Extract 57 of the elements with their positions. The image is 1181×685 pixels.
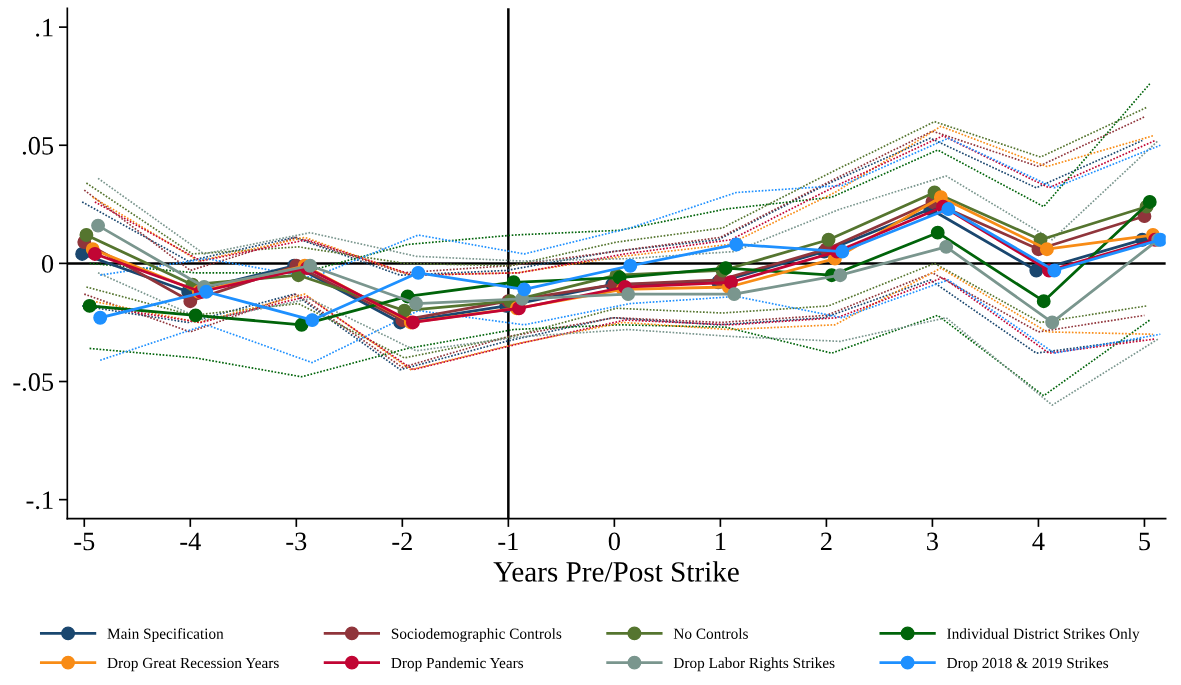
point: [1047, 263, 1062, 278]
legend-label: Individual District Strikes Only: [947, 628, 1140, 643]
point: [82, 298, 97, 313]
point: [727, 287, 742, 302]
point: [835, 244, 850, 259]
x-tick-label: 3: [927, 532, 938, 551]
point: [1036, 294, 1051, 309]
legend-label: Drop Pandemic Years: [391, 657, 524, 672]
x-axis-title: Years Pre/Post Strike: [493, 561, 739, 582]
x-tick-label: 0: [608, 532, 620, 551]
point: [1039, 242, 1054, 257]
point: [303, 258, 318, 273]
point: [1045, 315, 1060, 330]
point: [517, 282, 532, 297]
y-tick-label: 0: [41, 254, 54, 273]
point: [411, 265, 426, 280]
x-tick-label: -4: [180, 532, 201, 551]
legend-label: Drop Labor Rights Strikes: [673, 657, 835, 672]
legend-label: Drop Great Recession Years: [107, 657, 279, 672]
legend-label: Main Specification: [107, 627, 224, 642]
point: [623, 258, 638, 273]
x-tick-label: -1: [498, 532, 518, 551]
point: [729, 237, 744, 252]
y-tick-label: -.1: [26, 491, 53, 510]
point: [93, 310, 108, 325]
point: [305, 313, 320, 328]
x-tick-label: 1: [716, 532, 726, 551]
point: [79, 228, 94, 242]
point: [724, 275, 738, 290]
point: [199, 284, 214, 299]
point: [821, 232, 836, 247]
y-tick-label: .1: [36, 18, 53, 37]
point: [188, 308, 203, 323]
x-tick-label: 5: [1139, 532, 1151, 551]
point: [833, 268, 848, 283]
point: [941, 202, 956, 216]
line-series: [88, 314, 1151, 397]
x-tick-label: -2: [392, 532, 412, 551]
line-series: [97, 271, 1160, 406]
point: [409, 296, 424, 311]
y-tick-label: -.05: [13, 373, 54, 392]
x-tick-label: 2: [820, 532, 832, 551]
y-tick-label: .05: [22, 136, 54, 155]
point: [930, 225, 945, 240]
point: [397, 303, 412, 318]
line-series: [85, 262, 1148, 359]
legend-label: Sociodemographic Controls: [391, 628, 562, 643]
point: [1142, 195, 1157, 209]
point: [87, 246, 102, 261]
x-tick-label: -5: [74, 532, 95, 551]
legend-label: No Controls: [673, 628, 748, 639]
x-tick-label: 4: [1032, 532, 1045, 551]
point: [939, 239, 954, 254]
point: [621, 287, 636, 302]
legend-label: Drop 2018 & 2019 Strikes: [947, 657, 1109, 672]
point: [91, 218, 106, 233]
x-tick-label: -3: [286, 532, 307, 551]
